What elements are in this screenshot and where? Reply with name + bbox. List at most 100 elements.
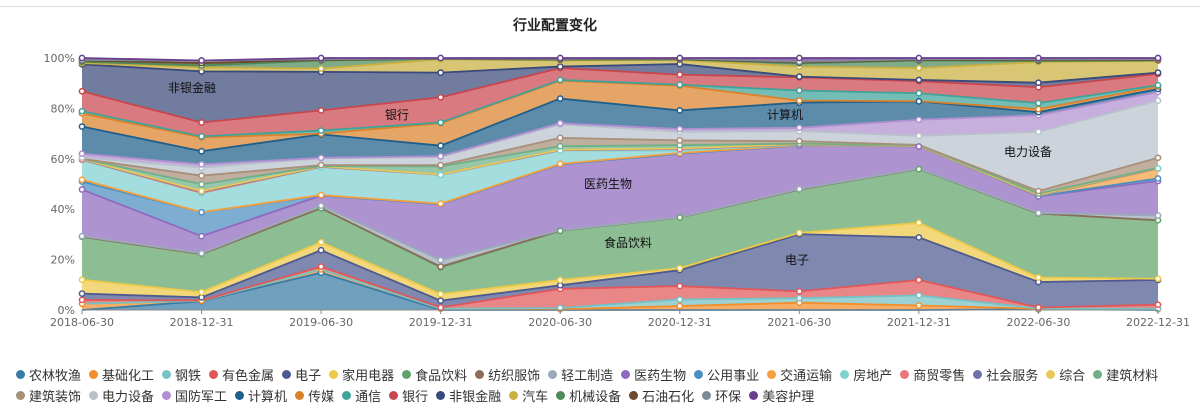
data-point-电力设备[interactable] (915, 132, 923, 140)
data-point-家用电器[interactable] (1154, 275, 1162, 283)
data-point-计算机[interactable] (676, 107, 684, 114)
data-point-银行[interactable] (676, 71, 684, 78)
legend-item[interactable]: 钢铁 (162, 365, 201, 384)
data-point-家用电器[interactable] (676, 264, 684, 272)
data-point-食品饮料[interactable] (556, 227, 564, 235)
data-point-电子[interactable] (915, 234, 923, 241)
data-point-轻工制造[interactable] (78, 232, 86, 240)
data-point-有色金属[interactable] (317, 263, 325, 271)
data-point-非银金融[interactable] (915, 76, 923, 84)
legend-item[interactable]: 石油石化 (629, 386, 694, 405)
data-point-家用电器[interactable] (317, 238, 325, 246)
data-point-建筑装饰[interactable] (437, 161, 445, 169)
data-point-房地产[interactable] (437, 171, 445, 179)
data-point-钢铁[interactable] (915, 292, 923, 299)
data-point-家用电器[interactable] (198, 288, 205, 296)
legend-item[interactable]: 汽车 (509, 386, 548, 405)
data-point-美容护理[interactable] (198, 57, 205, 64)
data-point-有色金属[interactable] (1035, 304, 1042, 311)
data-point-电子[interactable] (556, 281, 564, 289)
legend-item[interactable]: 纺织服饰 (475, 365, 540, 384)
data-point-非银金融[interactable] (1035, 79, 1042, 87)
data-point-银行[interactable] (198, 119, 205, 126)
data-point-建筑装饰[interactable] (198, 172, 205, 180)
data-point-传媒[interactable] (1035, 105, 1042, 113)
data-point-非银金融[interactable] (1154, 69, 1162, 76)
data-point-电力设备[interactable] (1035, 128, 1042, 136)
data-point-汽车[interactable] (915, 64, 923, 72)
data-point-有色金属[interactable] (78, 296, 86, 304)
data-point-建筑装饰[interactable] (676, 137, 684, 144)
data-point-计算机[interactable] (198, 147, 205, 155)
legend-item[interactable]: 家用电器 (329, 365, 394, 384)
data-point-传媒[interactable] (795, 97, 803, 104)
data-point-美容护理[interactable] (78, 54, 86, 62)
data-point-轻工制造[interactable] (1035, 209, 1042, 217)
data-point-国防军工[interactable] (915, 116, 923, 124)
data-point-交通运输[interactable] (78, 176, 86, 184)
legend-item[interactable]: 基础化工 (89, 365, 154, 384)
legend-item[interactable]: 轻工制造 (548, 365, 613, 384)
data-point-美容护理[interactable] (437, 54, 445, 62)
data-point-有色金属[interactable] (915, 276, 923, 284)
legend-item[interactable]: 建筑材料 (1093, 365, 1158, 384)
data-point-通信[interactable] (795, 87, 803, 94)
data-point-建筑材料[interactable] (198, 180, 205, 188)
data-point-医药生物[interactable] (78, 186, 86, 193)
data-point-美容护理[interactable] (556, 54, 564, 62)
data-point-非银金融[interactable] (556, 63, 564, 70)
data-point-计算机[interactable] (915, 97, 923, 105)
legend-item[interactable]: 农林牧渔 (16, 365, 81, 384)
data-point-家用电器[interactable] (1035, 274, 1042, 281)
data-point-有色金属[interactable] (437, 304, 445, 311)
data-point-通信[interactable] (317, 127, 325, 134)
data-point-银行[interactable] (317, 107, 325, 114)
data-point-轻工制造[interactable] (1154, 212, 1162, 219)
data-point-通信[interactable] (198, 133, 205, 140)
legend-item[interactable]: 国防军工 (162, 386, 227, 405)
data-point-医药生物[interactable] (915, 143, 923, 150)
data-point-美容护理[interactable] (1035, 54, 1042, 62)
legend-item[interactable]: 非银金融 (436, 386, 501, 405)
data-point-非银金融[interactable] (437, 69, 445, 76)
legend-item[interactable]: 房地产 (840, 365, 892, 384)
data-point-纺织服饰[interactable] (437, 263, 445, 271)
legend-item[interactable]: 计算机 (235, 386, 287, 405)
legend-item[interactable]: 通信 (342, 386, 381, 405)
data-point-轻工制造[interactable] (198, 249, 205, 257)
data-point-计算机[interactable] (556, 95, 564, 102)
data-point-通信[interactable] (1035, 99, 1042, 107)
legend-item[interactable]: 商贸零售 (900, 365, 965, 384)
data-point-通信[interactable] (1154, 81, 1162, 89)
legend-item[interactable]: 建筑装饰 (16, 386, 81, 405)
legend-item[interactable]: 美容护理 (749, 386, 814, 405)
data-point-公用事业[interactable] (1154, 175, 1162, 182)
data-point-通信[interactable] (437, 119, 445, 126)
legend-item[interactable]: 交通运输 (767, 365, 832, 384)
data-point-建筑装饰[interactable] (1035, 187, 1042, 195)
data-point-交通运输[interactable] (556, 160, 564, 168)
data-point-非银金融[interactable] (795, 73, 803, 80)
legend-item[interactable]: 医药生物 (621, 365, 686, 384)
legend-item[interactable]: 银行 (389, 386, 428, 405)
data-point-国防军工[interactable] (78, 150, 86, 158)
data-point-美容护理[interactable] (795, 54, 803, 62)
data-point-有色金属[interactable] (1154, 301, 1162, 309)
data-point-通信[interactable] (915, 89, 923, 97)
data-point-建筑材料[interactable] (556, 142, 564, 150)
data-point-建筑装饰[interactable] (795, 137, 803, 145)
data-point-交通运输[interactable] (437, 200, 445, 208)
data-point-食品饮料[interactable] (915, 165, 923, 173)
data-point-国防军工[interactable] (437, 152, 445, 160)
data-point-家用电器[interactable] (795, 229, 803, 237)
data-point-交通运输[interactable] (317, 191, 325, 199)
data-point-建筑装饰[interactable] (1154, 154, 1162, 162)
legend-item[interactable]: 社会服务 (973, 365, 1038, 384)
data-point-美容护理[interactable] (1154, 54, 1162, 62)
data-point-家用电器[interactable] (915, 219, 923, 227)
data-point-银行[interactable] (78, 87, 86, 95)
data-point-综合[interactable] (198, 187, 205, 195)
data-point-基础化工[interactable] (676, 302, 684, 310)
data-point-美容护理[interactable] (317, 54, 325, 62)
data-point-有色金属[interactable] (676, 282, 684, 290)
